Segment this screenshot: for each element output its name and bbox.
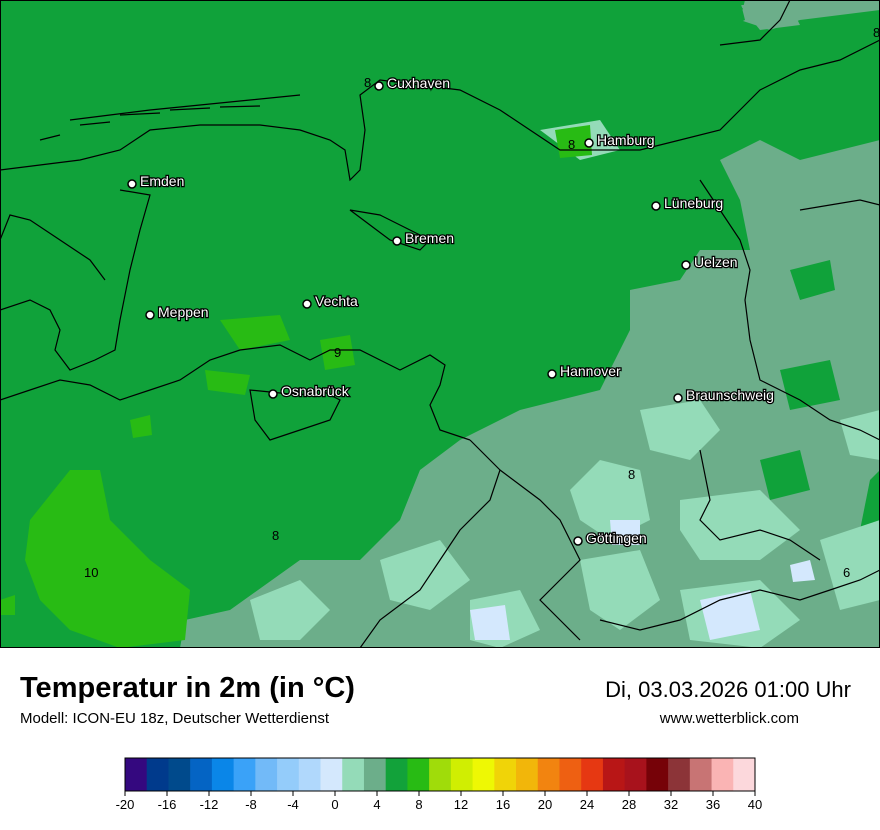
legend-tick-label: -4 (287, 797, 299, 812)
legend-swatch (342, 758, 365, 791)
map-footer: Temperatur in 2m (in °C) Modell: ICON-EU… (0, 648, 880, 830)
legend-tick-label: 28 (622, 797, 636, 812)
city-uelzen: Uelzen (681, 253, 739, 271)
legend-swatch (624, 758, 647, 791)
legend-tick-label: -20 (116, 797, 135, 812)
contour-label: 8 (272, 528, 279, 543)
legend-swatch (472, 758, 495, 791)
legend-swatch (407, 758, 430, 791)
legend-swatch (581, 758, 604, 791)
temperature-field (0, 0, 880, 648)
legend-swatch (668, 758, 691, 791)
contour-label: 10 (84, 565, 98, 580)
city-label: Uelzen (694, 254, 738, 270)
city-label: Hamburg (597, 132, 655, 148)
legend-swatch (602, 758, 626, 791)
legend-tick-label: -8 (245, 797, 257, 812)
legend-swatch (494, 758, 517, 791)
coastlines-borders (0, 0, 880, 648)
legend-tick-label: 40 (748, 797, 762, 812)
contour-label: 8 (873, 25, 880, 40)
city-label: Osnabrück (281, 383, 350, 399)
contour-label: 8 (628, 467, 635, 482)
legend-tick-label: -16 (158, 797, 177, 812)
legend-swatch (168, 758, 191, 791)
forecast-datetime: Di, 03.03.2026 01:00 Uhr (605, 677, 851, 702)
city-label: Bremen (405, 230, 454, 246)
city-meppen: Meppen (145, 303, 210, 321)
color-legend: -20 -16 -12 -8 -4 0 4 8 12 16 20 24 28 32 36 40 (116, 757, 762, 812)
contour-label: 6 (843, 565, 850, 580)
website-link[interactable]: www.wetterblick.com (659, 710, 799, 727)
legend-swatch (125, 758, 148, 791)
city-vechta: Vechta (302, 292, 359, 310)
city-cuxhaven: Cuxhaven (374, 74, 451, 92)
model-info: Modell: ICON-EU 18z, Deutscher Wetterdie… (20, 710, 330, 727)
contour-label: 9 (334, 345, 341, 360)
city-hamburg: Hamburg (584, 131, 656, 149)
legend-tick-label: -12 (200, 797, 219, 812)
legend-swatch (450, 758, 474, 791)
legend-swatch (277, 758, 300, 791)
legend-swatch (646, 758, 669, 791)
map-title: Temperatur in 2m (in °C) (20, 672, 355, 704)
legend-tick-label: 8 (415, 797, 422, 812)
contour-label: 8 (568, 137, 575, 152)
city-label: Vechta (315, 293, 358, 309)
legend-swatch (429, 758, 452, 791)
city-markers: Cuxhaven Hamburg Emden Lüneburg Bremen U… (127, 74, 775, 547)
legend-swatch (516, 758, 539, 791)
city-emden: Emden (127, 172, 186, 190)
contour-label: 8 (364, 75, 371, 90)
legend-swatch (733, 758, 756, 791)
legend-tick-label: 24 (580, 797, 594, 812)
legend-swatch (146, 758, 169, 791)
legend-swatch (190, 758, 213, 791)
city-hannover: Hannover (547, 362, 622, 380)
legend-tick-label: 12 (454, 797, 468, 812)
legend-tick-label: 4 (373, 797, 380, 812)
temperature-map: Cuxhaven Hamburg Emden Lüneburg Bremen U… (0, 0, 880, 648)
city-braunschweig: Braunschweig (673, 386, 775, 404)
city-label: Cuxhaven (387, 75, 450, 91)
legend-tick-label: 16 (496, 797, 510, 812)
legend-swatch (363, 758, 387, 791)
city-label: Hannover (560, 363, 621, 379)
legend-swatch (255, 758, 278, 791)
city-label: Göttingen (586, 530, 647, 546)
city-label: Braunschweig (686, 387, 774, 403)
contour-labels: 8 8 9 8 8 10 6 8 (84, 25, 880, 580)
legend-swatch (385, 758, 408, 791)
city-label: Meppen (158, 304, 209, 320)
legend-swatch (298, 758, 322, 791)
city-osnabrueck: Osnabrück (268, 382, 351, 400)
legend-swatch (320, 758, 343, 791)
legend-tick-label: 20 (538, 797, 552, 812)
legend-swatch (711, 758, 734, 791)
legend-swatch (233, 758, 256, 791)
city-lueneburg: Lüneburg (651, 194, 724, 212)
legend-tick-label: 32 (664, 797, 678, 812)
legend-swatch (689, 758, 713, 791)
city-label: Lüneburg (664, 195, 723, 211)
city-bremen: Bremen (392, 229, 455, 247)
legend-tick-label: 36 (706, 797, 720, 812)
legend-frame (124, 757, 756, 792)
city-label: Emden (140, 173, 184, 189)
city-goettingen: Göttingen (573, 529, 648, 547)
legend-tick-label: 0 (331, 797, 338, 812)
legend-swatch (559, 758, 582, 791)
legend-swatch (537, 758, 560, 791)
legend-swatch (211, 758, 235, 791)
